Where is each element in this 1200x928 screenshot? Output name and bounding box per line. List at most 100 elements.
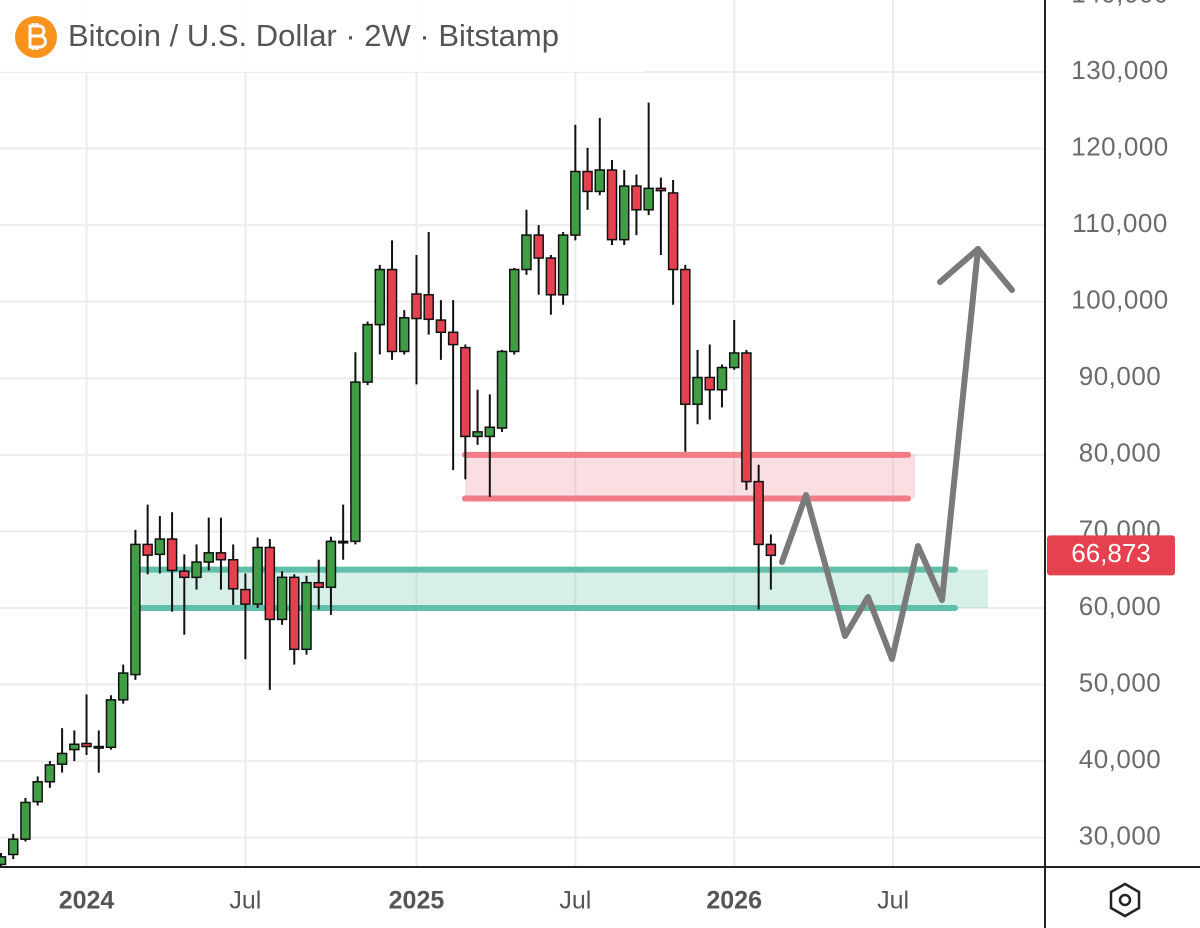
x-tick-label: Jul: [877, 887, 909, 915]
candle-body: [252, 546, 263, 605]
candle-body: [618, 185, 630, 241]
y-axis: 30,00040,00050,00060,00070,00080,00090,0…: [1047, 0, 1175, 851]
candle-body: [447, 331, 459, 346]
candle-body: [741, 352, 752, 483]
candle-body: [460, 346, 471, 438]
candle-body: [582, 170, 593, 193]
y-tick-label: 130,000: [1071, 55, 1168, 85]
x-tick-label: 2024: [59, 887, 115, 915]
candle-body: [557, 234, 569, 296]
candle-body: [545, 257, 557, 296]
candle-body: [93, 745, 105, 749]
candles: [0, 102, 777, 866]
candle-body: [411, 293, 422, 320]
candle-body: [728, 352, 740, 369]
candle-body: [350, 381, 361, 543]
candle-body: [227, 558, 239, 590]
candle-body: [521, 234, 532, 271]
candle-body: [7, 838, 19, 856]
candle-body: [44, 764, 56, 783]
candle-body: [655, 187, 667, 192]
y-tick-label: 90,000: [1079, 361, 1162, 391]
candle-body: [570, 170, 581, 236]
candle-body: [631, 185, 642, 211]
arrow-head: [937, 246, 1015, 293]
candle-body: [289, 576, 300, 651]
candle-body: [301, 581, 312, 651]
bitcoin-icon: [15, 16, 57, 58]
candle-body: [594, 169, 606, 193]
candle-body: [215, 552, 227, 561]
y-tick-label: 60,000: [1079, 591, 1162, 621]
candle-body: [606, 169, 618, 241]
candle-body: [667, 192, 679, 271]
candle-body: [81, 742, 92, 748]
candle-body: [0, 856, 7, 866]
candle-body: [374, 268, 386, 326]
projection-arrow: [779, 246, 1015, 662]
candle-body: [765, 543, 777, 557]
title-backdrop: [0, 0, 645, 72]
candle-body: [276, 576, 288, 621]
settings-icon[interactable]: [1109, 882, 1141, 918]
candle-body: [191, 561, 202, 579]
candle-body: [423, 294, 434, 321]
y-tick-label: 40,000: [1079, 744, 1162, 774]
x-tick-label: 2025: [389, 887, 445, 915]
candle-body: [142, 543, 153, 556]
candle-body: [240, 588, 251, 605]
candle-body: [105, 699, 117, 749]
y-tick-label: 80,000: [1079, 438, 1162, 468]
candle-body: [337, 540, 349, 544]
projection-path: [779, 246, 981, 662]
candle-body: [166, 538, 178, 572]
y-tick-label: 110,000: [1072, 208, 1168, 238]
candle-body: [117, 672, 129, 701]
candle-body: [154, 538, 166, 556]
x-tick-label: 2026: [706, 887, 762, 915]
x-tick-label: Jul: [559, 887, 591, 915]
y-tick-label: 50,000: [1079, 667, 1162, 697]
grid: [0, 0, 1045, 866]
candle-body: [692, 376, 703, 406]
candle-body: [704, 376, 716, 391]
zone-fill: [465, 454, 915, 499]
candle-body: [20, 801, 31, 840]
icon-glyph: [28, 23, 47, 50]
y-tick-label: 30,000: [1079, 821, 1162, 851]
last-price-label: 66,873: [1071, 538, 1151, 568]
chart-title: Bitcoin / U.S. Dollar · 2W · Bitstamp: [68, 18, 559, 53]
candle-body: [313, 581, 324, 589]
candle-body: [753, 480, 764, 546]
candle-body: [130, 543, 141, 676]
candle-body: [435, 319, 447, 334]
candle-body: [484, 426, 496, 438]
y-tick-label: 120,000: [1071, 131, 1168, 161]
candle-body: [325, 540, 337, 589]
y-tick-label: 100,000: [1071, 285, 1168, 315]
candle-body: [203, 552, 214, 563]
settings-hexagon[interactable]: [1109, 882, 1141, 918]
candle-body: [264, 546, 276, 621]
candle-body: [362, 323, 373, 383]
x-tick-label: Jul: [229, 887, 261, 915]
settings-dot[interactable]: [1118, 893, 1132, 907]
candle-body: [69, 743, 80, 751]
candle-body: [716, 366, 728, 391]
candle-body: [533, 234, 544, 259]
candle-body: [386, 268, 398, 353]
candle-body: [179, 570, 190, 579]
candle-body: [508, 268, 520, 353]
y-tick-label: 140,000: [1071, 0, 1168, 8]
candle-body: [56, 752, 68, 765]
candle-body: [643, 187, 654, 211]
x-axis: 2024 Jul 2025 Jul 2026 Jul: [59, 887, 909, 915]
candle-body: [680, 268, 691, 406]
candle-body: [32, 781, 43, 803]
candle-body: [472, 431, 483, 438]
candle-body: [399, 317, 410, 353]
candle-body: [496, 350, 508, 429]
last-price-box: [1047, 535, 1175, 576]
